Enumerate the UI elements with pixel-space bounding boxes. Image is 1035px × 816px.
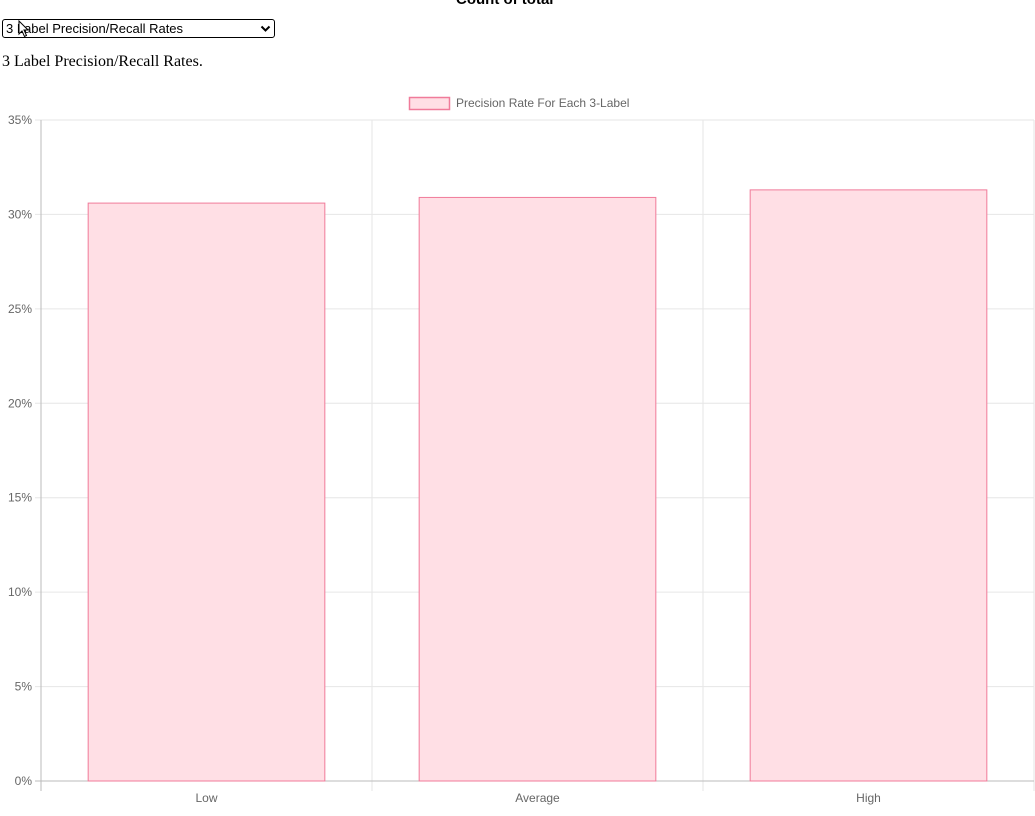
y-tick-label: 30%	[8, 207, 32, 221]
y-tick-label: 10%	[8, 585, 32, 599]
bar	[418, 196, 657, 782]
chevron-down-icon	[260, 22, 271, 37]
x-tick-label: Low	[195, 791, 217, 805]
precision-bar-chart: 0% 5% 10% 15% 20% 25% 30% 35% Low Average High Prec…	[8, 96, 1035, 805]
y-tick-label: 35%	[8, 113, 32, 127]
view-select-value: 3 Label Precision/Recall Rates	[6, 21, 184, 36]
y-tick-label: 0%	[15, 774, 33, 788]
x-tick-label: High	[856, 791, 881, 805]
y-tick-label: 15%	[8, 491, 32, 505]
y-tick-label: 5%	[15, 680, 33, 694]
page-title: Count of total	[456, 0, 553, 8]
chart-subtitle: 3 Label Precision/Recall Rates.	[2, 53, 203, 70]
bar	[87, 202, 326, 782]
y-tick-label: 20%	[8, 396, 32, 410]
legend-swatch	[408, 96, 451, 111]
x-tick-label: Average	[515, 791, 560, 805]
view-select[interactable]: 3 Label Precision/Recall Rates	[2, 19, 275, 38]
legend-label: Precision Rate For Each 3-Label	[456, 96, 629, 110]
y-tick-label: 25%	[8, 302, 32, 316]
bar	[749, 189, 988, 782]
mouse-cursor-icon	[18, 19, 30, 43]
